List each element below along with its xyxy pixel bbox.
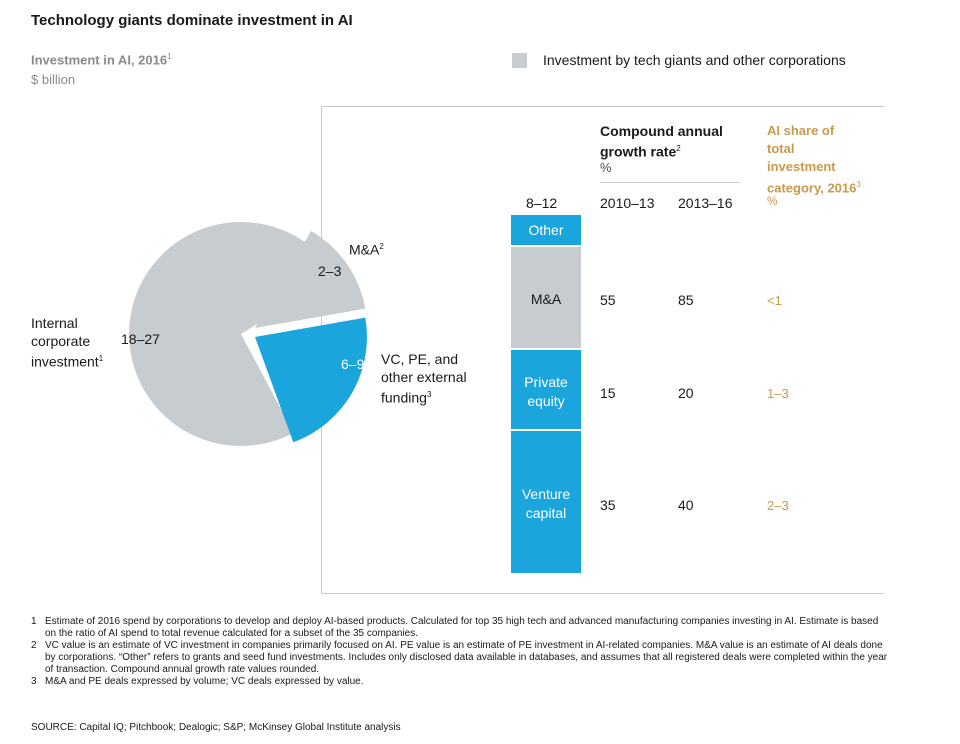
chart-title: Technology giants dominate investment in… (31, 12, 353, 29)
footnote-2: 2 VC value is an estimate of VC investmen… (31, 640, 888, 675)
footnotes: 1 Estimate of 2016 spend by corporations … (31, 616, 891, 688)
legend-swatch (512, 53, 527, 68)
cell-pe-share: 1–3 (767, 386, 789, 401)
bar-segment-vc (511, 431, 581, 573)
cell-ma-share: <1 (767, 293, 782, 308)
pie-value-vc: 6–9 (341, 356, 365, 372)
chart-subtitle: Investment in AI, 20161 (31, 52, 172, 68)
pie-label-internal: Internal corporate investment1 (31, 315, 104, 370)
cell-pe-c2: 20 (678, 385, 694, 401)
cell-vc-share: 2–3 (767, 498, 789, 513)
cagr-col2-header: 2013–16 (678, 195, 733, 211)
pie-value-ma: 2–3 (318, 263, 342, 279)
footnote-1: 1 Estimate of 2016 spend by corporations … (31, 616, 879, 639)
bar-segment-other (511, 215, 581, 245)
pie-label-vc: VC, PE, and other external funding3 (381, 351, 467, 406)
cell-vc-c1: 35 (600, 497, 616, 513)
pie-slice-ma (255, 231, 366, 328)
ai-share-header: AI share of total investment category, 2… (767, 123, 861, 196)
bar-segment-pe (511, 350, 581, 429)
pie-label-ma: M&A2 (349, 241, 384, 258)
ai-share-unit: % (767, 194, 778, 208)
pie-value-internal: 18–27 (121, 331, 160, 347)
chart-unit: $ billion (31, 72, 76, 87)
bar-label-vc: Venture capital (521, 486, 571, 521)
cagr-header: Compound annual growth rate2 (600, 123, 723, 160)
footnote-3: 3 M&A and PE deals expressed by volume; V… (31, 676, 364, 687)
cell-vc-c2: 40 (678, 497, 694, 513)
cagr-unit: % (600, 160, 612, 175)
cagr-header-rule (600, 182, 740, 183)
bar-label-pe: Private equity (524, 374, 568, 409)
cell-pe-c1: 15 (600, 385, 616, 401)
cell-ma-c1: 55 (600, 292, 616, 308)
bar-label-ma: M&A (530, 291, 562, 307)
pie-slice-vc (255, 317, 367, 443)
legend-label: Investment by tech giants and other corp… (543, 52, 846, 68)
cell-ma-c2: 85 (678, 292, 694, 308)
bar-total-label: 8–12 (526, 195, 558, 211)
bar-segment-ma (511, 247, 581, 348)
source-note: SOURCE: Capital IQ; Pitchbook; Dealogic;… (31, 722, 401, 733)
bar-label-other: Other (528, 222, 564, 238)
cagr-col1-header: 2010–13 (600, 195, 655, 211)
